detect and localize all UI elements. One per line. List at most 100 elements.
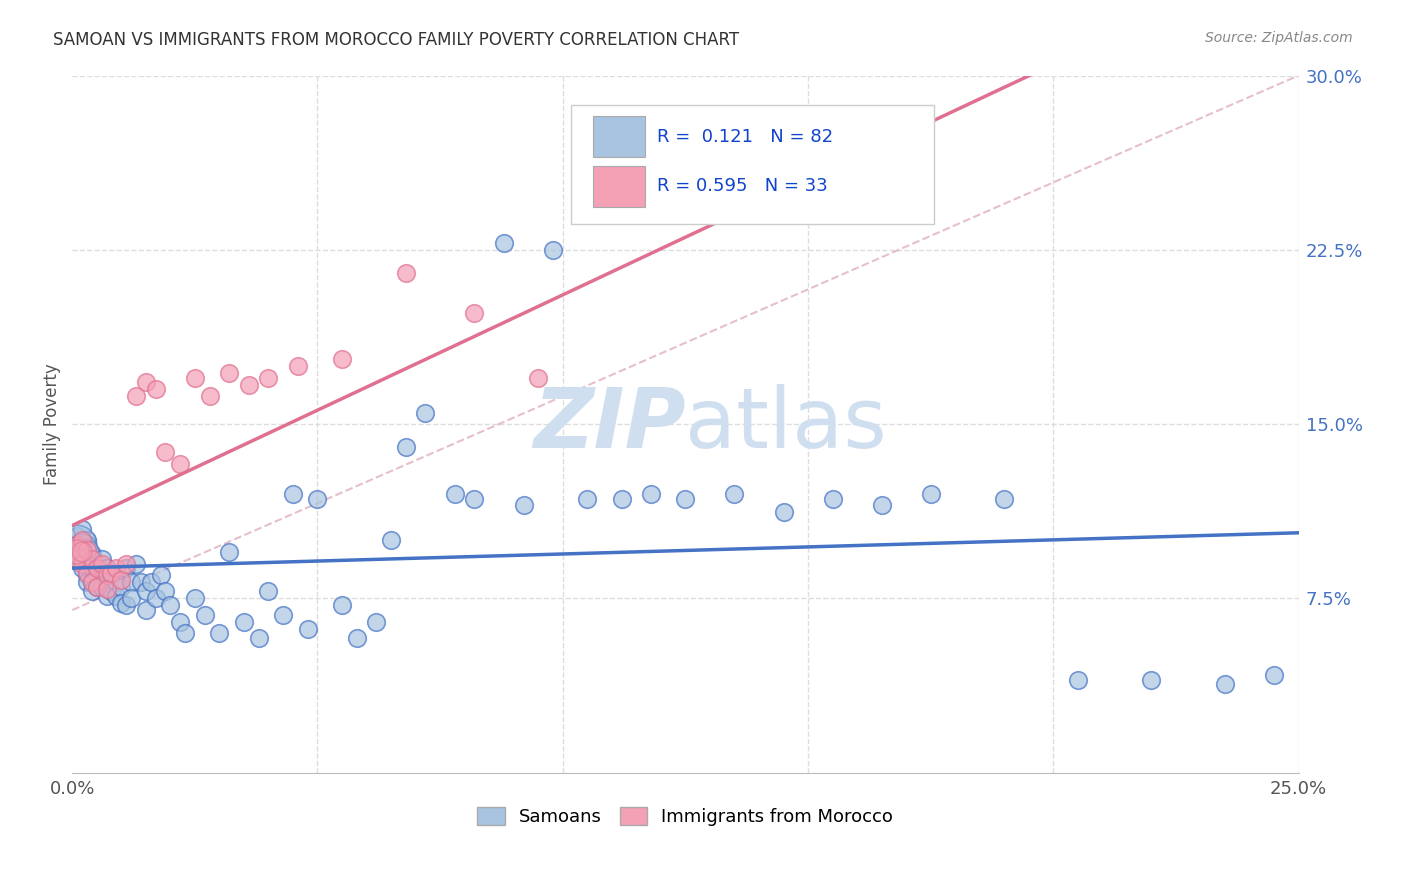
- Point: [90, 580, 112, 594]
- Point: [115, 557, 138, 571]
- Point: [80, 575, 103, 590]
- Point: [723, 487, 745, 501]
- Point: [80, 561, 103, 575]
- Point: [105, 561, 128, 575]
- Point: [993, 491, 1015, 506]
- Point: [218, 366, 240, 380]
- Point: [174, 626, 197, 640]
- Point: [135, 603, 157, 617]
- Point: [66, 545, 89, 559]
- Point: [80, 575, 103, 590]
- Point: [70, 557, 93, 571]
- Point: [821, 491, 844, 506]
- Point: [76, 575, 98, 590]
- Point: [346, 631, 368, 645]
- Point: [145, 591, 167, 606]
- Point: [512, 499, 534, 513]
- Point: [576, 491, 599, 506]
- Point: [96, 582, 118, 596]
- Point: [1067, 673, 1090, 687]
- Point: [772, 505, 794, 519]
- Point: [80, 547, 103, 561]
- Point: [125, 389, 148, 403]
- Point: [76, 557, 98, 571]
- Point: [90, 566, 112, 580]
- Point: [194, 607, 217, 622]
- Point: [920, 487, 942, 501]
- Point: [640, 487, 662, 501]
- Text: R =  0.121   N = 82: R = 0.121 N = 82: [657, 128, 834, 145]
- Point: [86, 580, 108, 594]
- Point: [463, 491, 485, 506]
- Point: [76, 568, 98, 582]
- Point: [120, 575, 142, 590]
- Point: [184, 591, 207, 606]
- Point: [100, 566, 122, 580]
- Point: [66, 538, 89, 552]
- Point: [115, 561, 138, 575]
- Point: [105, 589, 128, 603]
- Point: [110, 573, 132, 587]
- Point: [66, 545, 89, 559]
- Point: [330, 352, 353, 367]
- Point: [66, 538, 89, 552]
- Point: [870, 499, 893, 513]
- Point: [125, 557, 148, 571]
- Point: [330, 599, 353, 613]
- Point: [86, 561, 108, 575]
- Point: [66, 552, 89, 566]
- Point: [70, 542, 93, 557]
- Point: [395, 441, 418, 455]
- Point: [76, 533, 98, 548]
- Point: [100, 584, 122, 599]
- Point: [307, 491, 329, 506]
- Point: [76, 542, 98, 557]
- Point: [96, 568, 118, 582]
- Point: [169, 615, 191, 629]
- Point: [257, 584, 280, 599]
- Point: [1140, 673, 1163, 687]
- Point: [527, 370, 550, 384]
- Point: [120, 591, 142, 606]
- Point: [90, 557, 112, 571]
- Text: atlas: atlas: [685, 384, 887, 465]
- Point: [96, 589, 118, 603]
- FancyBboxPatch shape: [571, 104, 935, 224]
- Point: [155, 445, 177, 459]
- Point: [380, 533, 402, 548]
- Point: [149, 568, 172, 582]
- Point: [70, 545, 93, 559]
- Point: [70, 533, 93, 548]
- Point: [366, 615, 388, 629]
- Point: [600, 189, 623, 203]
- Point: [673, 491, 696, 506]
- Point: [238, 377, 260, 392]
- FancyBboxPatch shape: [593, 166, 645, 207]
- Legend: Samoans, Immigrants from Morocco: Samoans, Immigrants from Morocco: [470, 799, 901, 833]
- Point: [86, 580, 108, 594]
- Point: [463, 305, 485, 319]
- Point: [287, 359, 309, 373]
- Point: [76, 566, 98, 580]
- Point: [70, 522, 93, 536]
- Text: R = 0.595   N = 33: R = 0.595 N = 33: [657, 178, 828, 195]
- Point: [247, 631, 270, 645]
- Point: [281, 487, 304, 501]
- Point: [169, 457, 191, 471]
- Text: ZIP: ZIP: [533, 384, 685, 465]
- Point: [159, 599, 181, 613]
- Point: [110, 580, 132, 594]
- Point: [444, 487, 467, 501]
- Point: [1213, 677, 1236, 691]
- Point: [96, 561, 118, 575]
- Point: [70, 538, 93, 552]
- Point: [129, 575, 152, 590]
- Point: [271, 607, 294, 622]
- Point: [90, 552, 112, 566]
- Point: [184, 370, 207, 384]
- Point: [135, 376, 157, 390]
- Point: [395, 266, 418, 280]
- Point: [100, 568, 122, 582]
- Point: [70, 561, 93, 575]
- Point: [96, 575, 118, 590]
